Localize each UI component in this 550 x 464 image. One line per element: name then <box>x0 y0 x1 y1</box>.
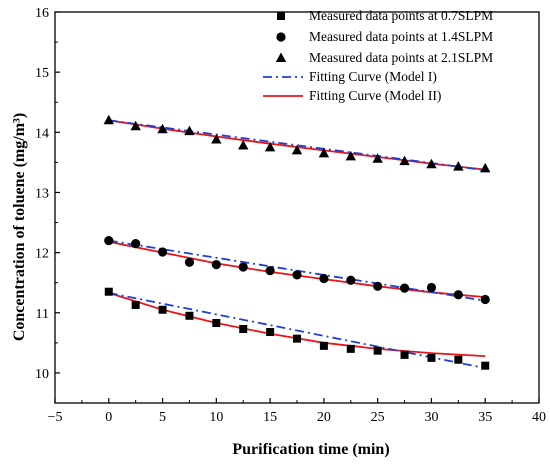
data-point-circle <box>104 235 114 246</box>
data-point-square <box>400 350 409 359</box>
fitting-curve-model-1 <box>108 292 486 369</box>
plot-area <box>103 114 491 370</box>
data-point-square <box>427 353 436 362</box>
data-point-triangle <box>291 144 303 155</box>
x-tick-label: 5 <box>159 410 166 425</box>
x-tick-label: 20 <box>317 410 331 425</box>
data-point-square <box>185 311 194 320</box>
data-point-triangle <box>345 150 356 161</box>
y-tick-label: 15 <box>35 66 49 81</box>
legend-label: Measured data points at 0.7SLPM <box>309 8 493 23</box>
data-point-triangle <box>453 161 464 171</box>
data-point-triangle <box>318 147 330 158</box>
data-point-triangle <box>130 120 141 131</box>
data-point-circle <box>157 247 168 257</box>
data-point-circle <box>238 262 248 272</box>
fitting-curve-model-2 <box>108 292 486 357</box>
data-point-triangle <box>264 141 276 152</box>
data-point-circle <box>292 270 302 280</box>
legend-marker-square <box>277 12 285 20</box>
data-point-square <box>481 361 490 370</box>
data-point-circle <box>373 281 383 291</box>
data-point-triangle <box>238 140 249 150</box>
data-point-circle <box>319 273 329 284</box>
data-point-square <box>346 344 355 353</box>
data-point-square <box>266 328 275 337</box>
data-point-square <box>158 305 167 314</box>
data-point-circle <box>211 260 221 270</box>
y-tick-label: 10 <box>35 367 49 382</box>
data-point-square <box>239 325 248 334</box>
legend-label: Measured data points at 1.4SLPM <box>309 29 493 44</box>
data-point-triangle <box>372 153 383 163</box>
data-point-square <box>454 355 463 364</box>
x-tick-label: 40 <box>532 410 546 425</box>
x-tick-label: 0 <box>105 410 112 425</box>
data-point-square <box>373 346 382 355</box>
data-point-square <box>131 300 140 309</box>
y-tick-label: 13 <box>35 186 49 201</box>
data-point-square <box>293 334 301 343</box>
legend-label: Fitting Curve (Model II) <box>309 88 441 103</box>
legend-label: Measured data points at 2.1SLPM <box>309 50 493 65</box>
x-tick-label: 25 <box>371 410 385 425</box>
x-axis-title: Purification time (min) <box>232 441 389 458</box>
data-point-circle <box>426 282 437 293</box>
x-tick-label: 10 <box>209 410 223 425</box>
x-tick-label: 35 <box>478 410 492 425</box>
y-tick-label: 11 <box>36 307 49 322</box>
x-tick-label: −5 <box>48 410 63 425</box>
data-point-triangle <box>157 123 168 134</box>
fitting-curve-model-1 <box>108 119 486 172</box>
data-point-circle <box>131 238 141 249</box>
legend-marker-triangle <box>275 52 287 62</box>
data-point-triangle <box>211 134 222 144</box>
data-point-circle <box>346 275 356 285</box>
data-point-circle <box>184 257 195 267</box>
data-point-circle <box>399 283 410 293</box>
x-tick-label: 15 <box>263 410 277 425</box>
data-point-circle <box>265 266 275 276</box>
data-point-triangle <box>184 125 195 136</box>
legend-marker-circle <box>276 32 286 42</box>
data-point-triangle <box>103 114 114 125</box>
axes: −5 0 5 10 15 20 25 30 35 40 10 11 12 13 14 15 16 <box>35 6 546 425</box>
legend: Measured data points at 0.7SLPM Measured … <box>263 8 493 103</box>
legend-label: Fitting Curve (Model I) <box>309 69 437 84</box>
y-tick-label: 16 <box>35 6 49 21</box>
y-axis-title: Concentration of toluene (mg/m³) <box>11 113 28 341</box>
y-tick-label: 14 <box>35 126 49 141</box>
x-tick-label: 30 <box>424 410 438 425</box>
data-point-square <box>319 341 328 350</box>
data-point-triangle <box>480 162 491 173</box>
y-tick-label: 12 <box>35 247 49 262</box>
data-point-square <box>212 318 221 327</box>
data-point-circle <box>480 294 490 305</box>
data-point-triangle <box>426 158 437 169</box>
data-point-triangle <box>399 155 410 166</box>
data-point-square <box>104 287 113 296</box>
plot-frame <box>54 11 540 404</box>
data-point-circle <box>453 290 463 300</box>
